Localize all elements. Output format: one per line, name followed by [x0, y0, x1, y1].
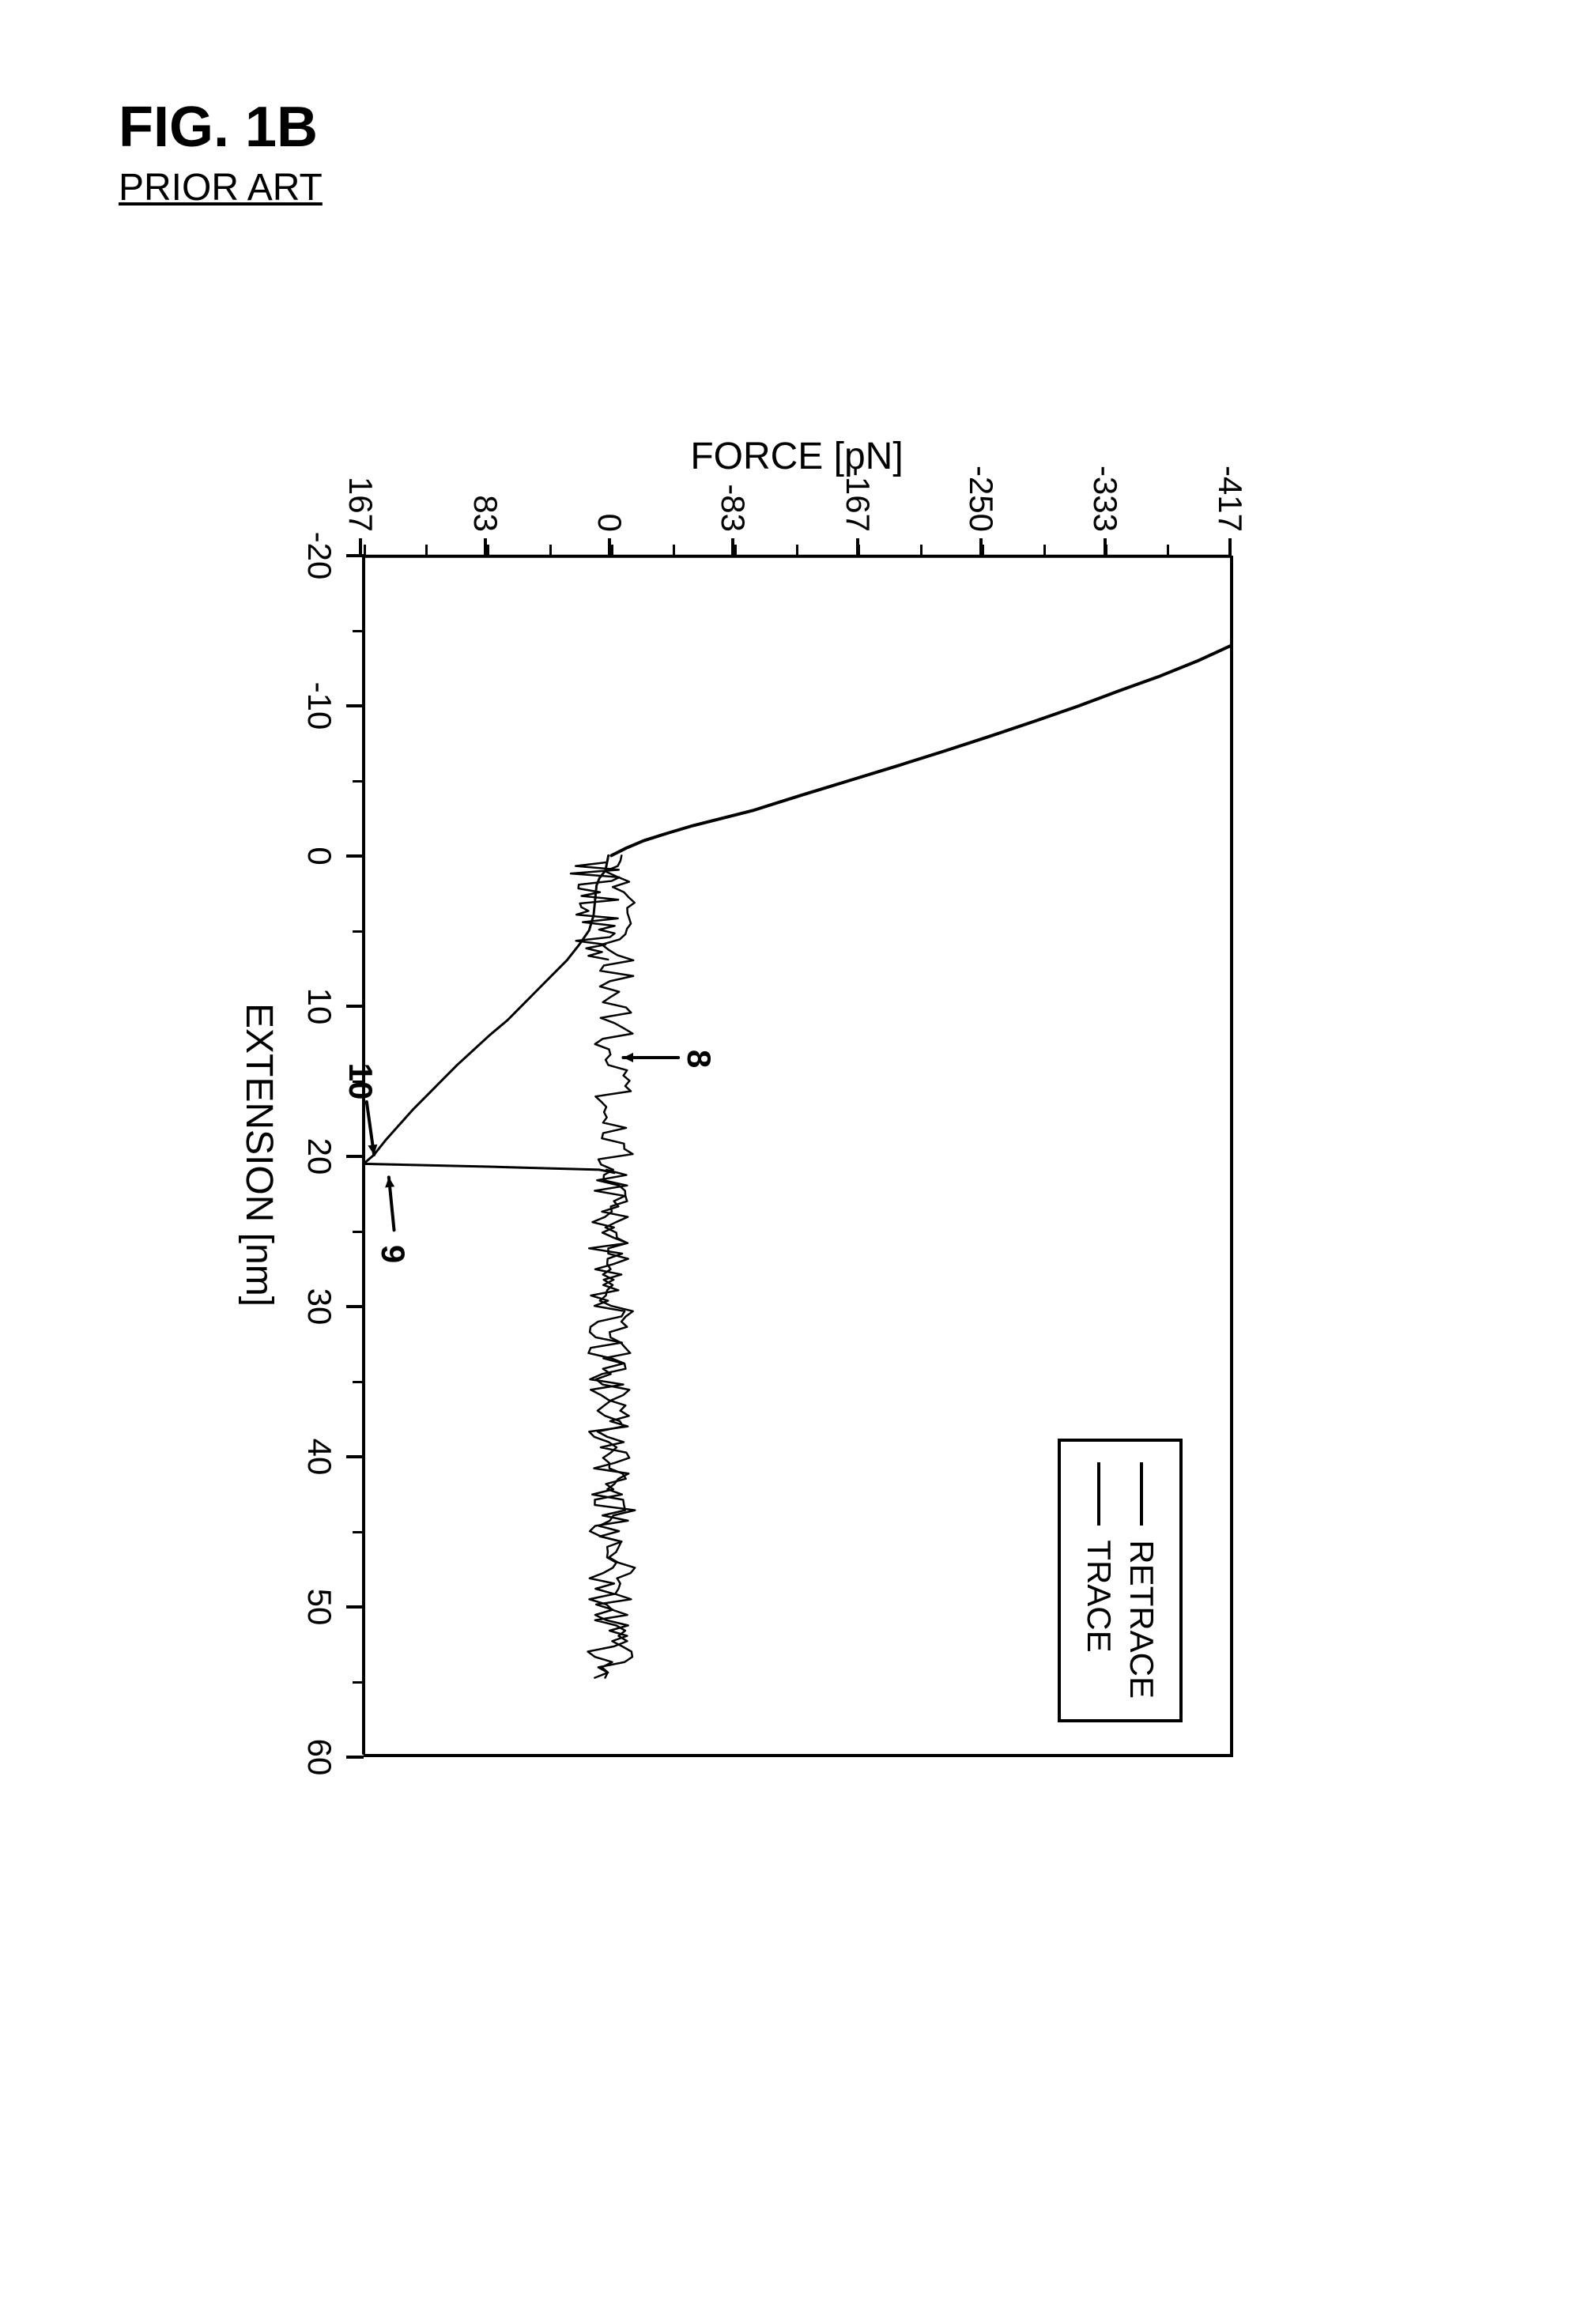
legend-label: TRACE	[1080, 1540, 1118, 1652]
legend-swatch	[1140, 1462, 1143, 1526]
y-tick-label: -417	[1211, 437, 1249, 532]
figure-title: FIG. 1B	[119, 95, 318, 160]
x-tick-label: 0	[300, 847, 338, 865]
chart-wrapper: EXTENSION [nm] FORCE [pN] RETRACE TRACE …	[198, 722, 1399, 1591]
legend-label: RETRACE	[1122, 1540, 1160, 1699]
chart-rotated-inner: EXTENSION [nm] FORCE [pN] RETRACE TRACE …	[364, 556, 1233, 1757]
figure-subtitle: PRIOR ART	[119, 166, 323, 209]
x-tick-label: 30	[300, 1288, 338, 1325]
y-tick-label: -167	[839, 437, 877, 532]
annotation-8: 8	[679, 1049, 717, 1067]
legend-swatch	[1097, 1462, 1100, 1526]
y-tick-label: 0	[590, 437, 628, 532]
y-tick-label: -83	[713, 437, 751, 532]
x-tick-label: 40	[300, 1438, 338, 1475]
x-tick-label: 20	[300, 1137, 338, 1175]
legend-row-trace: TRACE	[1080, 1462, 1118, 1699]
y-tick-label: 167	[341, 437, 379, 532]
force-extension-plot: EXTENSION [nm] FORCE [pN] RETRACE TRACE …	[364, 556, 1233, 1757]
x-axis-label: EXTENSION [nm]	[237, 1002, 281, 1306]
legend: RETRACE TRACE	[1058, 1439, 1183, 1722]
annotation-10: 10	[341, 1062, 379, 1099]
legend-row-retrace: RETRACE	[1122, 1462, 1160, 1699]
x-tick-label: -10	[300, 681, 338, 730]
annotation-9: 9	[374, 1244, 412, 1262]
y-tick-label: -250	[962, 437, 1000, 532]
x-tick-label: 50	[300, 1588, 338, 1625]
x-tick-label: 10	[300, 987, 338, 1024]
y-tick-label: 83	[466, 437, 504, 532]
y-tick-label: -333	[1085, 437, 1123, 532]
x-tick-label: 60	[300, 1738, 338, 1775]
x-tick-label: -20	[300, 531, 338, 579]
